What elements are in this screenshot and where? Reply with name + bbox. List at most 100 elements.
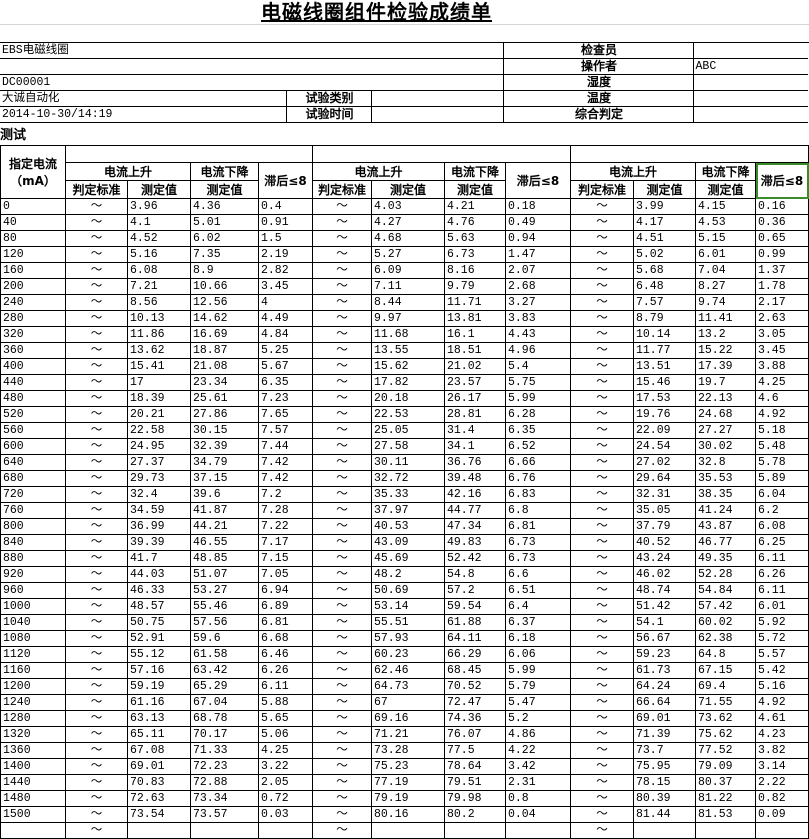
current-cell[interactable]: 680 (0, 470, 66, 487)
hysteresis-cell[interactable]: 6.76 (505, 470, 571, 487)
standard-cell[interactable]: ～ (570, 742, 634, 759)
standard-cell[interactable]: ～ (65, 726, 128, 743)
rising-value-cell[interactable] (633, 822, 696, 839)
standard-cell[interactable]: ～ (312, 518, 372, 535)
falling-value-cell[interactable]: 6.73 (444, 246, 506, 263)
current-cell[interactable]: 440 (0, 374, 66, 391)
falling-value-cell[interactable]: 74.36 (444, 710, 506, 727)
falling-value-cell[interactable]: 59.54 (444, 598, 506, 615)
rising-value-cell[interactable]: 35.05 (633, 502, 696, 519)
hysteresis-cell[interactable]: 6.08 (755, 518, 809, 535)
standard-cell[interactable]: ～ (570, 454, 634, 471)
hysteresis-cell[interactable]: 1.78 (755, 278, 809, 295)
falling-value-cell[interactable]: 46.77 (695, 534, 756, 551)
rising-value-cell[interactable]: 59.19 (127, 678, 191, 695)
hysteresis-cell[interactable]: 3.22 (258, 758, 313, 775)
standard-cell[interactable]: ～ (65, 646, 128, 663)
hysteresis-cell[interactable]: 6.37 (505, 614, 571, 631)
standard-cell[interactable]: ～ (65, 710, 128, 727)
falling-value-cell[interactable]: 11.41 (695, 310, 756, 327)
hysteresis-cell[interactable]: 2.68 (505, 278, 571, 295)
current-cell[interactable]: 40 (0, 214, 66, 231)
hysteresis-cell[interactable]: 2.07 (505, 262, 571, 279)
hysteresis-cell[interactable]: 5.57 (755, 646, 809, 663)
humidity-value[interactable] (693, 74, 809, 91)
current-cell[interactable]: 1400 (0, 758, 66, 775)
rising-value-cell[interactable]: 20.18 (371, 390, 445, 407)
falling-value-cell[interactable]: 64.11 (444, 630, 506, 647)
rising-value-cell[interactable]: 80.16 (371, 806, 445, 823)
rising-value-cell[interactable] (127, 822, 191, 839)
falling-value-cell[interactable]: 34.79 (190, 454, 259, 471)
company-cell[interactable]: 大诚自动化 (0, 90, 286, 107)
falling-value-cell[interactable]: 61.88 (444, 614, 506, 631)
rising-value-cell[interactable]: 45.69 (371, 550, 445, 567)
rising-value-cell[interactable]: 15.41 (127, 358, 191, 375)
falling-value-cell[interactable]: 73.62 (695, 710, 756, 727)
hysteresis-cell[interactable] (258, 822, 313, 839)
current-cell[interactable]: 760 (0, 502, 66, 519)
current-cell[interactable]: 1040 (0, 614, 66, 631)
rising-value-cell[interactable]: 7.21 (127, 278, 191, 295)
rising-value-cell[interactable]: 4.68 (371, 230, 445, 247)
rising-measured-header[interactable]: 测定值 (633, 180, 696, 199)
falling-value-cell[interactable]: 24.68 (695, 406, 756, 423)
rising-value-cell[interactable]: 69.16 (371, 710, 445, 727)
falling-value-cell[interactable]: 55.46 (190, 598, 259, 615)
hysteresis-cell[interactable]: 2.31 (505, 774, 571, 791)
falling-value-cell[interactable]: 81.53 (695, 806, 756, 823)
hysteresis-cell[interactable]: 6.51 (505, 582, 571, 599)
falling-measured-header[interactable]: 测定值 (444, 180, 506, 199)
standard-cell[interactable]: ～ (570, 518, 634, 535)
rising-value-cell[interactable]: 55.12 (127, 646, 191, 663)
rising-value-cell[interactable]: 50.69 (371, 582, 445, 599)
hysteresis-cell[interactable]: 4 (258, 294, 313, 311)
hysteresis-cell[interactable]: 5.67 (258, 358, 313, 375)
standard-cell[interactable]: ～ (570, 230, 634, 247)
falling-value-cell[interactable]: 26.17 (444, 390, 506, 407)
falling-value-cell[interactable]: 19.7 (695, 374, 756, 391)
falling-value-cell[interactable]: 66.29 (444, 646, 506, 663)
rising-value-cell[interactable]: 17 (127, 374, 191, 391)
rising-value-cell[interactable]: 5.27 (371, 246, 445, 263)
falling-value-cell[interactable]: 78.64 (444, 758, 506, 775)
falling-value-cell[interactable]: 76.07 (444, 726, 506, 743)
rising-value-cell[interactable]: 46.02 (633, 566, 696, 583)
rising-value-cell[interactable]: 17.53 (633, 390, 696, 407)
falling-value-cell[interactable]: 69.4 (695, 678, 756, 695)
standard-cell[interactable]: ～ (312, 646, 372, 663)
rising-value-cell[interactable]: 7.57 (633, 294, 696, 311)
rising-value-cell[interactable]: 32.72 (371, 470, 445, 487)
falling-value-cell[interactable]: 9.74 (695, 294, 756, 311)
rising-value-cell[interactable]: 8.79 (633, 310, 696, 327)
rising-value-cell[interactable]: 15.62 (371, 358, 445, 375)
test-time-value[interactable] (371, 106, 504, 123)
standard-cell[interactable]: ～ (312, 502, 372, 519)
falling-value-cell[interactable]: 4.36 (190, 198, 259, 215)
falling-value-cell[interactable]: 23.57 (444, 374, 506, 391)
falling-value-cell[interactable]: 8.16 (444, 262, 506, 279)
hysteresis-cell[interactable]: 6.8 (505, 502, 571, 519)
standard-header[interactable]: 判定标准 (65, 180, 128, 199)
falling-value-cell[interactable]: 27.86 (190, 406, 259, 423)
hysteresis-cell[interactable]: 6.01 (755, 598, 809, 615)
hysteresis-cell[interactable]: 2.17 (755, 294, 809, 311)
current-cell[interactable]: 1360 (0, 742, 66, 759)
rising-value-cell[interactable]: 48.2 (371, 566, 445, 583)
hysteresis-cell[interactable]: 6.6 (505, 566, 571, 583)
standard-cell[interactable]: ～ (65, 246, 128, 263)
hysteresis-cell[interactable]: 5.75 (505, 374, 571, 391)
rising-value-cell[interactable]: 37.97 (371, 502, 445, 519)
rising-value-cell[interactable] (371, 822, 445, 839)
hysteresis-cell[interactable]: 5.99 (505, 390, 571, 407)
falling-value-cell[interactable]: 12.56 (190, 294, 259, 311)
falling-value-cell[interactable]: 8.27 (695, 278, 756, 295)
standard-cell[interactable]: ～ (65, 822, 128, 839)
falling-measured-header[interactable]: 测定值 (695, 180, 756, 199)
falling-value-cell[interactable]: 4.76 (444, 214, 506, 231)
empty-cell[interactable] (0, 58, 504, 75)
rising-value-cell[interactable]: 48.74 (633, 582, 696, 599)
falling-value-cell[interactable]: 63.42 (190, 662, 259, 679)
falling-value-cell[interactable]: 77.52 (695, 742, 756, 759)
rising-value-cell[interactable]: 6.09 (371, 262, 445, 279)
